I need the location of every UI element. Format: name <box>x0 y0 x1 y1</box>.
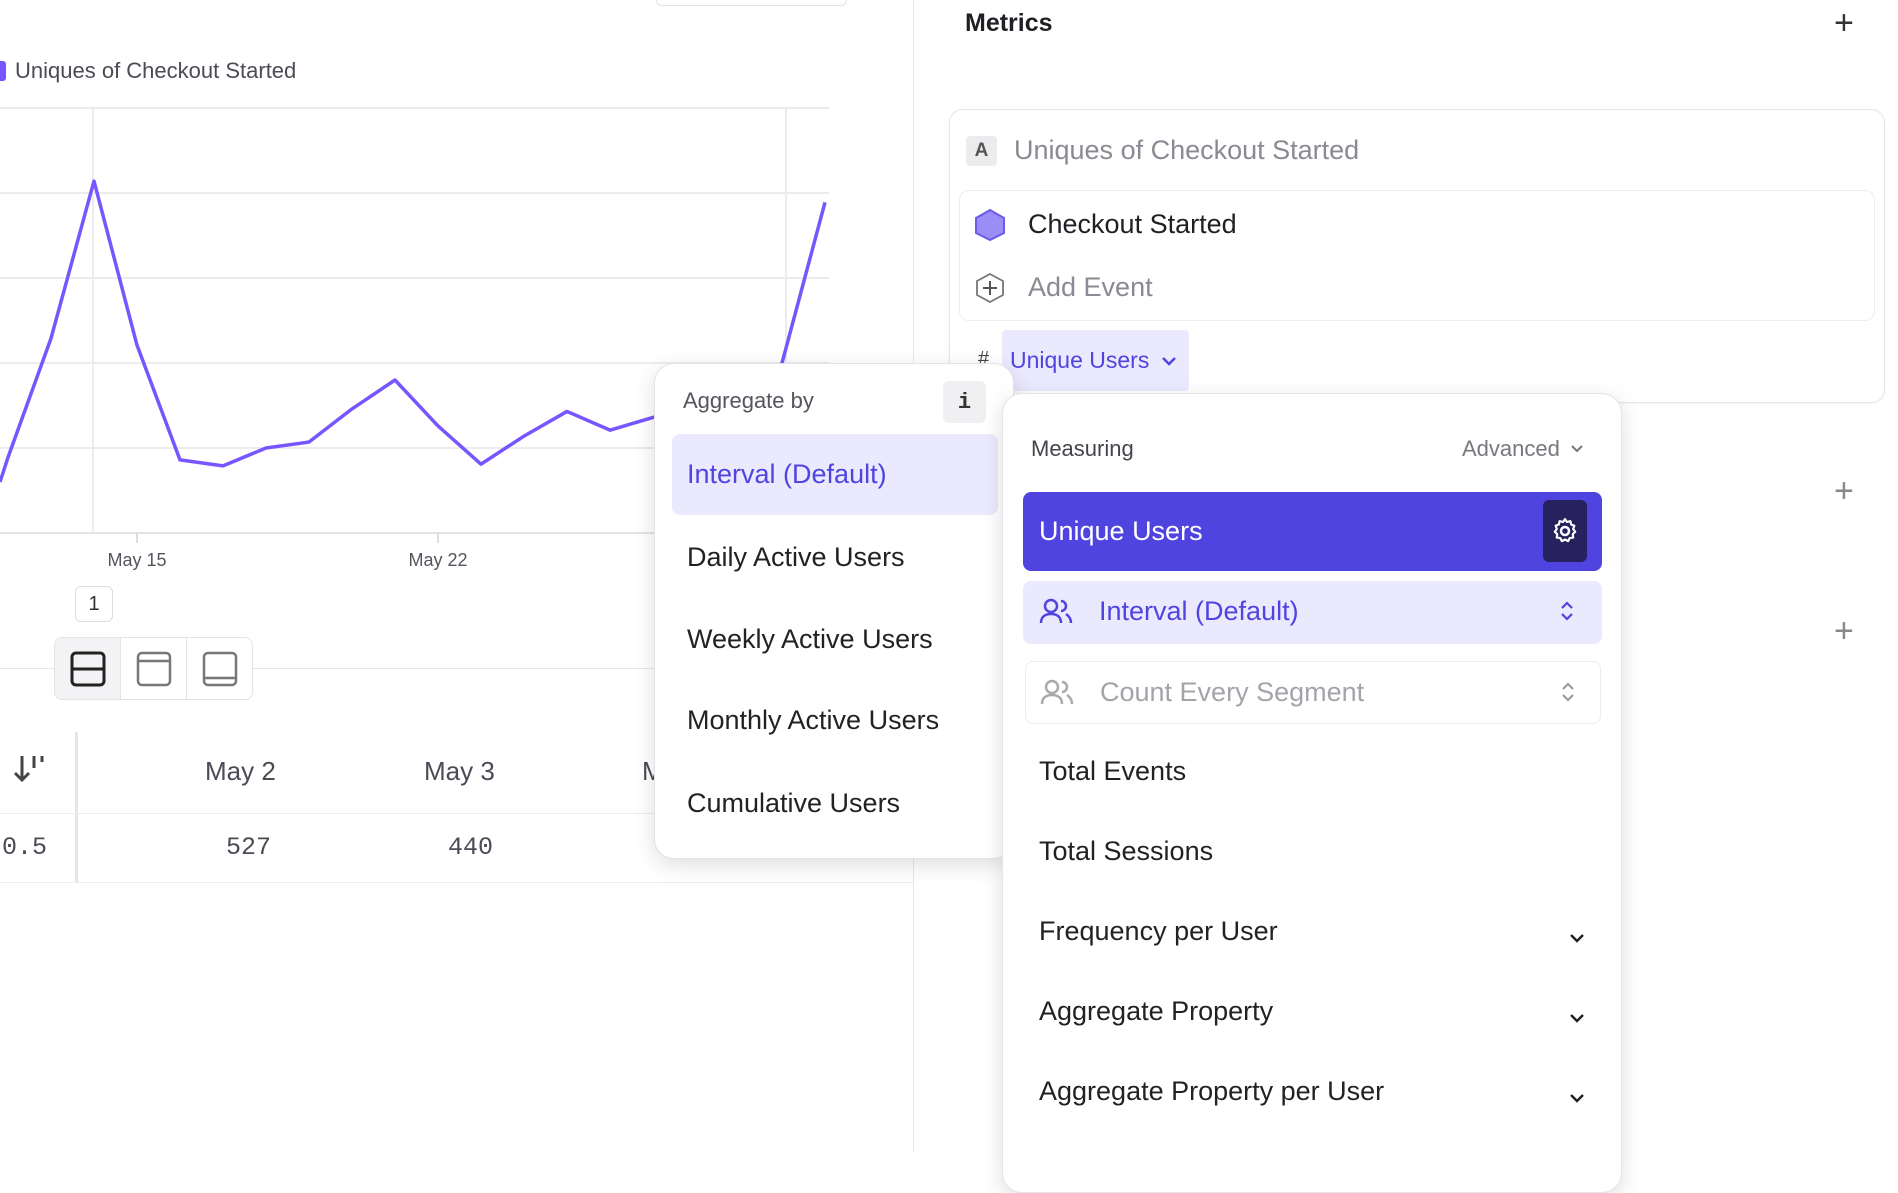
series-line <box>0 181 696 482</box>
add-icon[interactable]: + <box>1834 614 1854 648</box>
menu-item[interactable]: Monthly Active Users <box>687 705 939 736</box>
event-hexagon-icon <box>974 208 1006 247</box>
x-tick-label: May 22 <box>408 550 467 570</box>
column-divider <box>75 732 78 882</box>
aggregate-select[interactable]: Interval (Default) <box>1023 581 1602 644</box>
top-panel-icon[interactable] <box>121 638 187 699</box>
event-name[interactable]: Checkout Started <box>1028 209 1237 240</box>
page-badge[interactable]: 1 <box>75 586 113 622</box>
add-metric-icon[interactable]: + <box>1834 6 1854 40</box>
table-cell: 0.5 <box>2 833 47 862</box>
chevron-down-icon <box>1570 444 1584 454</box>
add-event-button[interactable]: Add Event <box>1028 272 1153 303</box>
bottom-panel-icon[interactable] <box>187 638 252 699</box>
advanced-dropdown[interactable]: Advanced <box>1462 436 1584 462</box>
menu-item[interactable]: Total Events <box>1039 756 1186 787</box>
add-icon[interactable]: + <box>1834 474 1854 508</box>
table-cell: 440 <box>448 833 493 862</box>
chevron-down-icon[interactable] <box>1569 1012 1585 1024</box>
measuring-menu: Measuring Advanced Unique Users Interval… <box>1002 393 1622 1193</box>
menu-header: Aggregate by <box>683 388 814 414</box>
advanced-label: Advanced <box>1462 436 1560 462</box>
menu-item[interactable]: Interval (Default) <box>687 459 887 490</box>
segment-select[interactable]: Count Every Segment <box>1025 661 1601 724</box>
aggregate-label: Interval (Default) <box>1099 596 1299 627</box>
chevron-up-down-icon <box>1560 599 1574 623</box>
section-title: Metrics <box>965 9 1053 38</box>
menu-item[interactable]: Total Sessions <box>1039 836 1213 867</box>
split-view-icon[interactable] <box>55 638 121 699</box>
menu-item[interactable]: Daily Active Users <box>687 542 905 573</box>
menu-item[interactable]: Aggregate Property <box>1039 996 1273 1027</box>
sort-icon[interactable] <box>12 752 46 791</box>
info-icon[interactable]: i <box>943 381 986 423</box>
table-cell: 527 <box>226 833 271 862</box>
metric-title[interactable]: Uniques of Checkout Started <box>1014 135 1359 166</box>
chevron-up-down-icon <box>1561 680 1575 704</box>
gear-icon[interactable] <box>1543 500 1587 562</box>
users-icon <box>1040 678 1076 706</box>
aggregate-by-menu: Aggregate by i Interval (Default) Daily … <box>654 363 1014 859</box>
chevron-down-icon[interactable] <box>1569 1092 1585 1104</box>
metric-letter-badge: A <box>966 136 997 166</box>
menu-item[interactable]: Aggregate Property per User <box>1039 1076 1384 1107</box>
menu-item[interactable]: Cumulative Users <box>687 788 900 819</box>
column-header[interactable]: May 3 <box>424 756 495 787</box>
menu-item[interactable]: Weekly Active Users <box>687 624 933 655</box>
menu-item[interactable]: Frequency per User <box>1039 916 1278 947</box>
divider <box>0 882 914 883</box>
users-icon <box>1039 597 1075 625</box>
column-header[interactable]: May 2 <box>205 756 276 787</box>
menu-header: Measuring <box>1031 436 1134 462</box>
measure-dropdown[interactable]: Unique Users <box>1002 330 1189 391</box>
chevron-down-icon <box>1161 355 1177 367</box>
measure-label: Unique Users <box>1010 347 1149 374</box>
selected-measure[interactable]: Unique Users <box>1023 492 1602 571</box>
layout-toggle-group <box>54 637 253 700</box>
selected-measure-label: Unique Users <box>1039 516 1203 547</box>
segment-label: Count Every Segment <box>1100 677 1364 708</box>
chevron-down-icon[interactable] <box>1569 932 1585 944</box>
add-circle-icon[interactable] <box>975 273 1005 308</box>
x-tick-label: May 15 <box>107 550 166 570</box>
